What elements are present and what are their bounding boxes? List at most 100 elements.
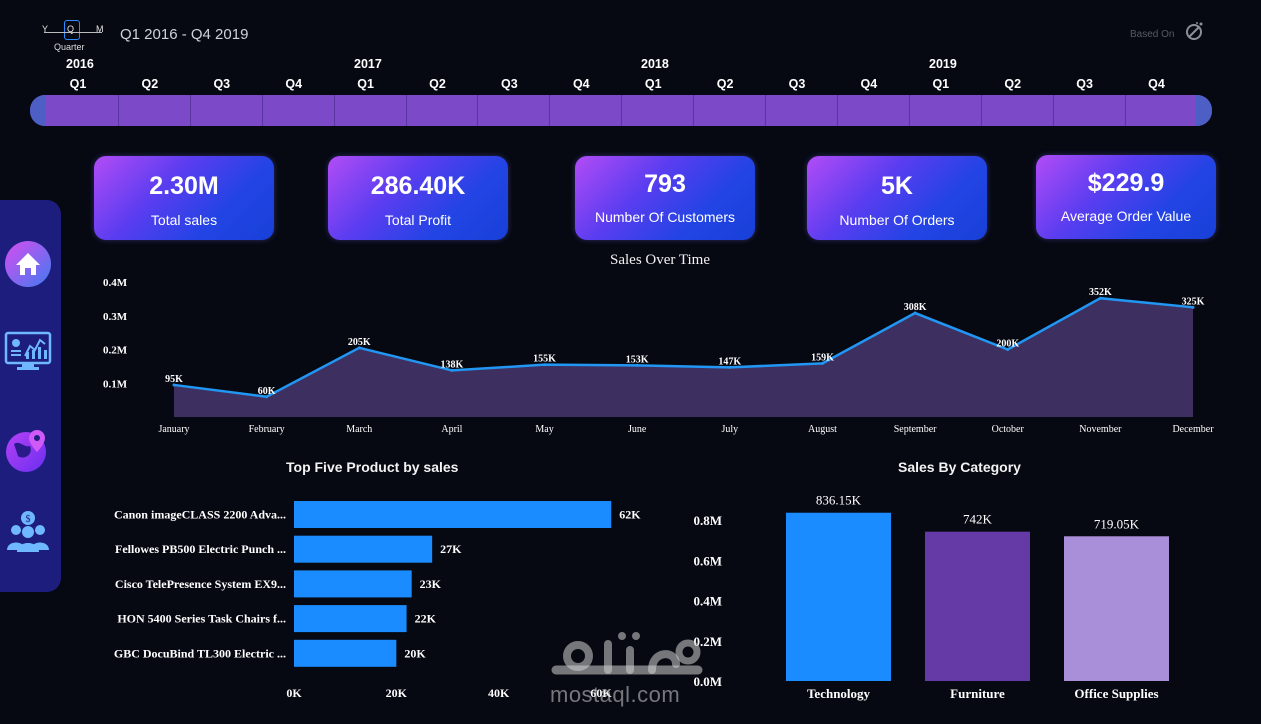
- timeline-quarter-label[interactable]: Q1: [69, 77, 87, 91]
- data-label: 155K: [533, 354, 556, 365]
- timeline-year-label: 2018: [641, 57, 669, 71]
- timeline-segment-divider: [908, 95, 910, 126]
- category-label: Fellowes PB500 Electric Punch ...: [115, 542, 286, 556]
- data-label: 62K: [619, 508, 641, 522]
- data-point[interactable]: [543, 363, 547, 367]
- granularity-switch[interactable]: Y Q M Quarter: [40, 20, 104, 54]
- bar[interactable]: [1064, 536, 1169, 681]
- data-point[interactable]: [1098, 296, 1102, 300]
- chart-title-top-products: Top Five Product by sales: [286, 459, 459, 475]
- watermark-logo: mostaql.com: [548, 630, 708, 710]
- timeline-range-bar[interactable]: [30, 95, 1212, 126]
- dashboard-icon[interactable]: [4, 328, 52, 376]
- x-tick-label: April: [441, 424, 462, 435]
- timeline-quarter-label[interactable]: Q2: [141, 77, 159, 91]
- data-label: 742K: [963, 512, 993, 527]
- kpi-label: Total sales: [150, 212, 218, 228]
- granularity-year[interactable]: Y: [42, 24, 49, 34]
- timeline-segment-divider: [765, 95, 766, 126]
- home-icon[interactable]: [4, 240, 52, 288]
- data-point[interactable]: [357, 346, 361, 350]
- x-tick-label: 20K: [386, 686, 408, 700]
- timeline-segment-divider: [1124, 95, 1126, 126]
- data-point[interactable]: [913, 311, 917, 315]
- granularity-month[interactable]: M: [96, 24, 104, 34]
- timeline-segment-divider: [980, 95, 982, 126]
- timeline-quarter-label[interactable]: Q3: [213, 77, 231, 91]
- customers-icon[interactable]: $: [4, 508, 52, 556]
- x-tick-label: March: [346, 424, 372, 435]
- x-tick-label: December: [1172, 424, 1214, 435]
- timeline-quarter-label[interactable]: Q2: [1004, 77, 1022, 91]
- globe-location-icon[interactable]: [4, 426, 52, 474]
- sales-line: [173, 296, 1194, 399]
- timeline-range-label: Q1 2016 - Q4 2019: [120, 26, 249, 43]
- data-point[interactable]: [1191, 305, 1195, 309]
- timeline-quarter-label[interactable]: Q1: [644, 77, 662, 91]
- category-label: GBC DocuBind TL300 Electric ...: [114, 646, 286, 660]
- bar[interactable]: [294, 570, 412, 598]
- bar[interactable]: [294, 639, 397, 667]
- bar[interactable]: [786, 512, 891, 681]
- timeline-segment-divider: [477, 95, 479, 126]
- data-label: 147K: [718, 356, 741, 367]
- data-point[interactable]: [728, 365, 732, 369]
- data-label: 325K: [1182, 296, 1205, 307]
- bar[interactable]: [294, 501, 612, 528]
- data-label: 138K: [441, 359, 464, 370]
- category-label: HON 5400 Series Task Chairs f...: [117, 612, 286, 626]
- x-tick-label: Furniture: [950, 686, 1005, 701]
- sales-area: [174, 298, 1193, 417]
- data-label: 153K: [626, 354, 649, 365]
- timeline-quarter-label[interactable]: Q4: [285, 77, 303, 91]
- timeline-quarter-label[interactable]: Q2: [429, 77, 446, 91]
- x-tick-label: Technology: [807, 686, 871, 701]
- sales-over-time-chart: 0.1M 0.2M 0.3M 0.4M 95K January 60K February 205…: [103, 277, 1214, 435]
- timeline-quarter-label[interactable]: Q4: [1148, 77, 1165, 91]
- timeline-end-handle[interactable]: [1196, 95, 1212, 126]
- data-point[interactable]: [1006, 348, 1010, 351]
- kpi-label: Number Of Customers: [594, 209, 736, 225]
- timeline-quarter-label[interactable]: Q1: [932, 77, 950, 91]
- timeline-segment-divider: [621, 95, 623, 126]
- x-tick-label: May: [535, 424, 553, 435]
- data-point[interactable]: [450, 368, 454, 372]
- timeline-segment-divider: [261, 95, 263, 126]
- kpi-value: 5K: [881, 172, 913, 200]
- x-tick-label: 40K: [488, 686, 510, 700]
- kpi-value: 286.40K: [370, 172, 466, 200]
- sidebar: $: [0, 200, 61, 592]
- timeline-segment-divider: [333, 95, 335, 126]
- y-tick-label: 0.2M: [693, 634, 722, 649]
- data-point[interactable]: [172, 383, 176, 387]
- data-label: 205K: [348, 337, 371, 348]
- timeline-segment-divider: [693, 95, 695, 126]
- x-tick-label: November: [1079, 424, 1122, 435]
- timeline-quarter-label[interactable]: Q3: [788, 77, 806, 91]
- y-tick-label: 0.0M: [693, 674, 722, 689]
- data-label: 836.15K: [816, 493, 862, 508]
- timeline-quarter-label[interactable]: Q4: [572, 77, 590, 91]
- y-tick-label: 0.2M: [103, 345, 128, 357]
- timeline-start-handle[interactable]: [30, 95, 46, 126]
- timeline-segment-divider: [549, 95, 551, 126]
- data-label: 719.05K: [1094, 516, 1140, 531]
- granularity-quarter[interactable]: Q: [67, 24, 75, 34]
- timeline-quarter-label[interactable]: Q2: [716, 77, 734, 91]
- timeline-quarter-label[interactable]: Q3: [501, 77, 518, 91]
- data-label: 95K: [165, 374, 183, 385]
- bar[interactable]: [294, 605, 407, 633]
- bar[interactable]: [294, 535, 433, 563]
- data-point[interactable]: [820, 361, 824, 365]
- data-point[interactable]: [635, 363, 639, 367]
- bar[interactable]: [925, 531, 1030, 681]
- timeline-quarter-label[interactable]: Q1: [357, 77, 374, 91]
- kpi-card-customers: 793 Number Of Customers: [575, 156, 755, 240]
- x-tick-label: June: [628, 424, 647, 435]
- data-point[interactable]: [265, 395, 269, 399]
- timeline-quarter-label[interactable]: Q4: [860, 77, 878, 91]
- kpi-value: 793: [644, 170, 686, 198]
- timeline-quarter-label[interactable]: Q3: [1076, 77, 1093, 91]
- x-tick-label: October: [992, 424, 1025, 435]
- eraser-icon[interactable]: [1183, 20, 1205, 42]
